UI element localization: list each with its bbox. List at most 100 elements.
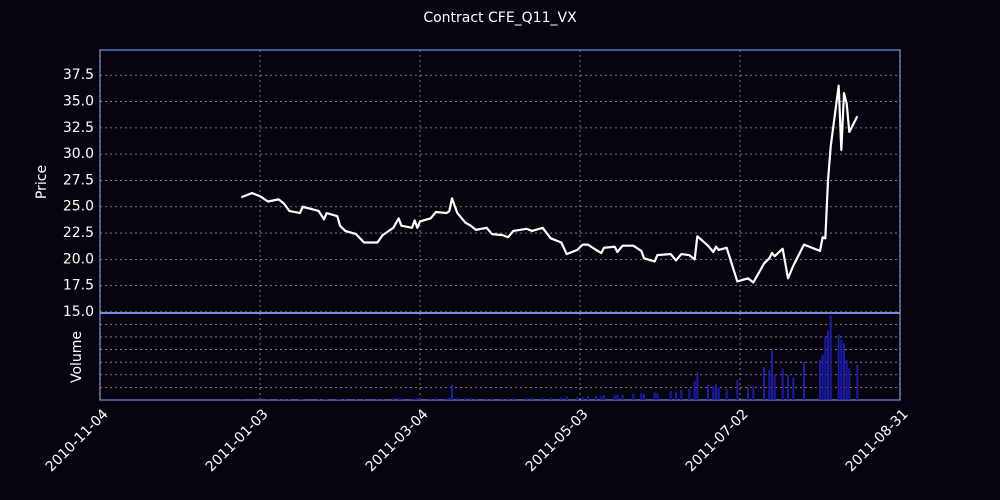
volume-bar xyxy=(445,398,448,400)
volume-bar xyxy=(392,398,395,400)
y-tick-label: 37.5 xyxy=(63,67,94,83)
price-frame xyxy=(99,49,901,314)
volume-bar xyxy=(336,399,339,400)
volume-bar xyxy=(451,384,453,400)
volume-bar xyxy=(848,368,851,400)
y-tick-label: 25.0 xyxy=(63,199,94,215)
volume-bar xyxy=(792,377,795,400)
y-tick-label: 35.0 xyxy=(63,94,94,110)
volume-bar xyxy=(576,396,579,400)
volume-bar xyxy=(549,397,552,400)
volume-bar xyxy=(512,398,515,400)
x-tick-label: 2011-05-03 xyxy=(523,406,592,475)
volume-bar xyxy=(400,398,403,400)
y-axis-label: Volume xyxy=(69,331,85,383)
y-tick-label: 27.5 xyxy=(63,172,94,188)
x-tick-label: 2011-07-02 xyxy=(683,406,752,475)
y-tick-label: 15.0 xyxy=(63,304,94,320)
volume-bar xyxy=(419,398,421,400)
volume-bar xyxy=(640,393,643,400)
volume-bar xyxy=(717,387,720,400)
volume-bar xyxy=(411,398,413,400)
volume-bar xyxy=(531,397,533,400)
volume-bar xyxy=(600,395,603,400)
x-tick-label: 2011-01-03 xyxy=(203,406,272,475)
volume-bar xyxy=(632,393,635,400)
volume-bar xyxy=(803,362,805,400)
volume-bar xyxy=(736,379,739,400)
volume-bar xyxy=(501,398,504,400)
volume-bar xyxy=(843,343,845,400)
volume-bar xyxy=(416,398,419,400)
volume-bar xyxy=(824,336,827,400)
volume-bar xyxy=(787,374,789,400)
volume-bar xyxy=(712,386,715,400)
volume-bar xyxy=(397,398,400,400)
volume-bar xyxy=(581,396,584,400)
volume-bar xyxy=(339,399,341,400)
volume-bar xyxy=(376,399,379,400)
volume-bar xyxy=(413,398,416,400)
volume-bar xyxy=(355,399,357,400)
volume-bar xyxy=(616,394,619,400)
y-tick-label: 17.5 xyxy=(63,278,94,294)
volume-bar xyxy=(688,388,691,400)
volume-bar xyxy=(288,399,291,400)
volume-bar xyxy=(363,398,365,400)
volume-bar xyxy=(680,389,683,400)
volume-bar xyxy=(763,367,765,400)
volume-bar xyxy=(464,398,467,400)
volume-bar xyxy=(485,398,488,400)
volume-bar xyxy=(845,359,848,400)
volume-bar xyxy=(715,383,717,400)
volume-bar xyxy=(525,398,528,400)
volume-bar xyxy=(696,372,699,400)
volume-bar xyxy=(752,386,755,400)
volume-bar xyxy=(773,374,776,400)
x-tick-label: 2011-08-31 xyxy=(843,406,912,475)
volume-bar xyxy=(323,399,325,400)
volume-bar xyxy=(747,387,749,400)
volume-bar xyxy=(344,399,347,400)
volume-bar xyxy=(587,396,589,400)
volume-frame xyxy=(99,312,901,401)
volume-bar xyxy=(768,369,771,400)
volume-bar xyxy=(435,398,437,400)
y-tick-label: 22.5 xyxy=(63,225,94,241)
volume-bar xyxy=(771,350,773,400)
y-tick-label: 32.5 xyxy=(63,120,94,136)
volume-bar xyxy=(675,391,677,400)
y-tick-label: 30.0 xyxy=(63,146,94,162)
volume-bar xyxy=(821,354,824,400)
x-tick-label: 2011-03-04 xyxy=(363,406,432,475)
price-line xyxy=(240,84,859,284)
volume-bar xyxy=(507,398,509,400)
volume-bar xyxy=(475,398,477,400)
volume-bar xyxy=(560,397,563,400)
chart-title: Contract CFE_Q11_VX xyxy=(423,10,577,26)
volume-bar xyxy=(781,368,784,400)
volume-bar xyxy=(829,315,832,400)
volume-bar xyxy=(595,395,597,400)
x-tick-label: 2010-11-04 xyxy=(43,406,112,475)
volume-bar xyxy=(541,397,544,400)
volume-bar xyxy=(707,384,709,400)
volume-bar xyxy=(656,393,659,400)
y-axis-label: Price xyxy=(34,165,50,199)
volume-bar xyxy=(456,397,459,400)
volume-bar xyxy=(448,397,451,400)
volume-bar xyxy=(603,394,605,400)
volume-bar xyxy=(469,398,472,400)
volume-bar xyxy=(725,388,728,400)
volume-bar xyxy=(669,391,672,400)
volume-bar xyxy=(381,398,384,400)
volume-bar xyxy=(325,399,328,400)
volume-bar xyxy=(613,395,616,400)
volume-bar xyxy=(837,334,840,400)
y-tick-label: 20.0 xyxy=(63,251,94,267)
volume-bar xyxy=(429,398,432,400)
volume-bar xyxy=(693,381,696,400)
volume-bar xyxy=(565,396,568,400)
